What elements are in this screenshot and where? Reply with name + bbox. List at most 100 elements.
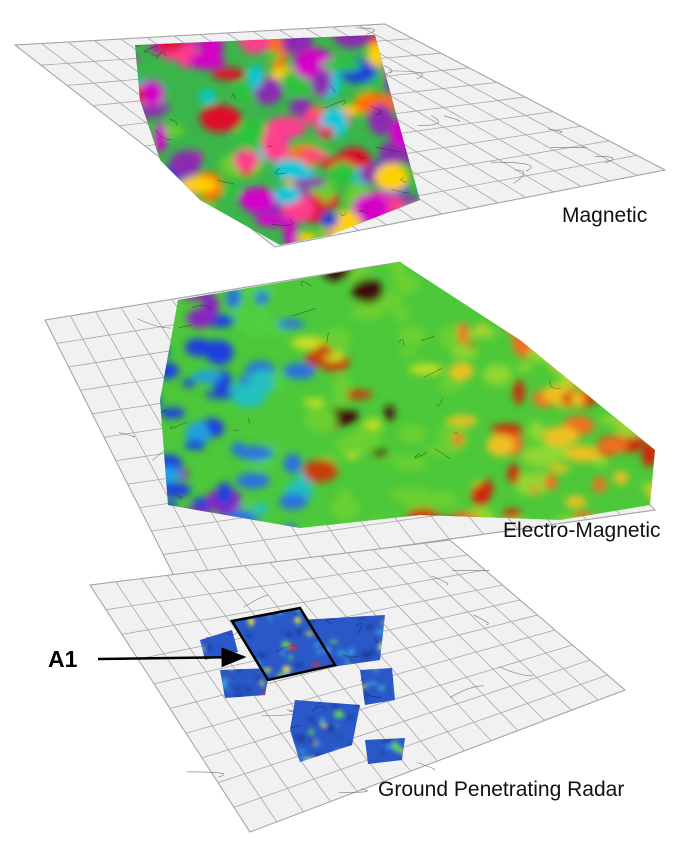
- contour: [515, 299, 532, 305]
- data-blob: [483, 364, 512, 386]
- data-blob: [539, 252, 554, 261]
- contour: [644, 381, 650, 388]
- contour: [178, 260, 189, 265]
- data-blob: [365, 419, 382, 430]
- data-blob: [195, 341, 227, 351]
- data-blob: [306, 632, 313, 636]
- data-blob: [610, 296, 621, 311]
- data-blob: [570, 392, 584, 407]
- data-blob: [334, 711, 344, 719]
- data-blob: [216, 482, 233, 505]
- data-blob: [157, 198, 170, 228]
- data-blob: [521, 271, 540, 282]
- data-blob: [303, 459, 338, 482]
- data-blob: [490, 424, 523, 435]
- data-blob: [550, 354, 566, 372]
- data-blob: [193, 261, 226, 269]
- data-blob: [301, 150, 328, 160]
- data-blob: [192, 370, 222, 383]
- data-blob: [314, 723, 322, 726]
- data-blob: [392, 274, 415, 285]
- data-blob: [610, 360, 637, 370]
- data-blob: [199, 90, 216, 104]
- data-blob: [394, 308, 411, 322]
- layer-label: Ground Penetrating Radar: [378, 778, 624, 801]
- data-blob: [263, 668, 272, 672]
- data-blob: [590, 373, 616, 381]
- data-blob: [572, 333, 590, 347]
- data-blob: [137, 220, 175, 244]
- layer-label: Magnetic: [562, 204, 647, 227]
- data-blob: [205, 391, 234, 399]
- data-blob: [205, 644, 213, 650]
- data-blob: [629, 254, 643, 277]
- data-blob: [399, 487, 433, 507]
- data-blob: [200, 105, 242, 132]
- data-blob: [296, 628, 303, 635]
- data-blob: [548, 464, 569, 472]
- data-blob: [409, 364, 444, 375]
- data-blob: [255, 677, 263, 681]
- data-blob: [275, 166, 316, 180]
- data-blob: [335, 724, 338, 727]
- data-blob: [248, 65, 263, 89]
- data-blob: [372, 449, 388, 457]
- data-blob: [487, 434, 514, 457]
- data-blob: [630, 357, 655, 367]
- data-blob: [169, 150, 200, 176]
- data-blob: [508, 464, 520, 485]
- data-blob: [558, 367, 569, 389]
- data-blob: [398, 425, 427, 444]
- data-blob: [636, 366, 659, 374]
- data-blob: [281, 650, 285, 657]
- figure: Magnetic Electro-Magnetic Ground Penetra…: [0, 0, 676, 859]
- data-blob: [233, 149, 259, 171]
- data-blob: [338, 489, 352, 507]
- data-blob: [320, 212, 339, 228]
- data-blob: [282, 641, 290, 648]
- data-blob: [618, 391, 630, 407]
- data-blob: [337, 650, 347, 656]
- data-blob: [577, 292, 595, 305]
- contour: [167, 242, 184, 244]
- data-blob: [544, 474, 558, 490]
- data-blob: [336, 435, 365, 454]
- data-blob: [262, 131, 275, 153]
- data-blob: [366, 682, 377, 686]
- data-blob: [619, 272, 648, 295]
- data-blob: [311, 71, 332, 97]
- data-blob: [289, 254, 310, 277]
- data-blob: [231, 442, 244, 457]
- data-blob: [522, 446, 556, 467]
- data-blob: [246, 632, 251, 639]
- data-blob: [366, 624, 374, 630]
- data-blob: [381, 750, 385, 757]
- data-blob: [485, 251, 499, 269]
- data-blob: [626, 349, 636, 366]
- data-blob: [142, 218, 171, 246]
- contour: [122, 151, 130, 153]
- data-blob: [375, 163, 410, 191]
- data-blob: [255, 291, 269, 304]
- data-blob: [517, 363, 532, 371]
- data-blob: [105, 209, 146, 220]
- data-blob: [528, 347, 561, 363]
- data-blob: [295, 618, 301, 624]
- data-blob: [531, 475, 543, 487]
- data-blob: [552, 310, 578, 333]
- data-blob: [384, 405, 394, 421]
- data-blob: [369, 104, 393, 135]
- data-blob: [575, 304, 595, 328]
- data-blob: [440, 380, 457, 393]
- data-blob: [559, 333, 587, 358]
- data-blob: [566, 445, 600, 462]
- data-blob: [598, 438, 628, 454]
- data-blob: [279, 494, 308, 510]
- data-blob: [303, 398, 325, 406]
- data-blob: [451, 347, 478, 358]
- data-blob: [543, 324, 562, 340]
- data-blob: [283, 363, 316, 380]
- data-blob: [188, 53, 225, 69]
- data-blob: [605, 379, 637, 401]
- data-blob: [257, 653, 267, 659]
